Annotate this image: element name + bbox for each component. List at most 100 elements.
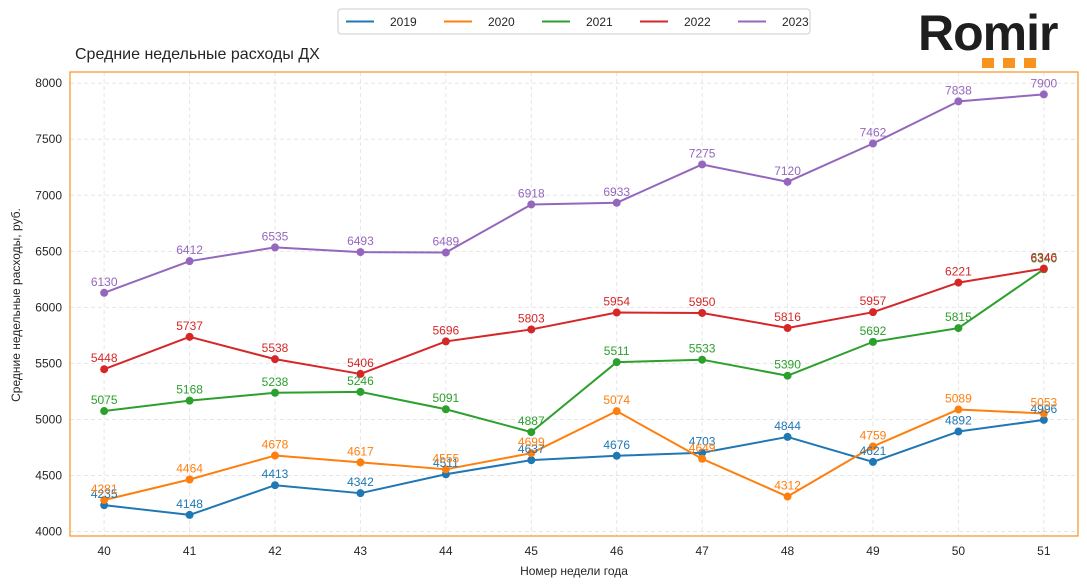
series-line-2020 <box>103 408 1044 501</box>
data-label-2023: 7838 <box>945 83 972 97</box>
data-label-2020: 4312 <box>774 479 801 493</box>
y-tick-label: 7500 <box>35 132 62 146</box>
data-label-2021: 5692 <box>860 324 887 338</box>
data-label-2021: 5246 <box>347 374 374 388</box>
data-point-2019 <box>954 427 963 436</box>
data-label-2023: 6918 <box>518 186 545 200</box>
y-tick-label: 6500 <box>35 244 62 258</box>
y-tick-label: 4500 <box>35 468 62 482</box>
data-point-2023 <box>1039 90 1048 99</box>
data-point-2020 <box>868 442 877 451</box>
data-label-2021: 5168 <box>176 383 203 397</box>
legend-label-2020: 2020 <box>488 15 515 29</box>
data-label-2021: 4887 <box>518 414 545 428</box>
data-label-2019: 4511 <box>433 456 459 470</box>
data-label-2020: 4759 <box>860 428 887 442</box>
data-label-2023: 7462 <box>860 126 887 140</box>
data-label-2021: 5511 <box>604 344 630 358</box>
data-point-2023 <box>527 200 536 209</box>
data-label-2022: 5448 <box>91 351 118 365</box>
data-point-2020 <box>698 454 707 463</box>
y-tick-label: 6000 <box>35 300 62 314</box>
data-point-2020 <box>954 405 963 414</box>
data-point-2020 <box>100 496 109 505</box>
series-line-2022 <box>103 267 1044 375</box>
data-point-2019 <box>783 432 792 441</box>
data-point-2021 <box>100 407 109 416</box>
data-point-2022 <box>100 365 109 374</box>
x-tick-label: 50 <box>952 544 966 558</box>
data-label-2023: 6535 <box>262 229 289 243</box>
data-label-2019: 4676 <box>603 438 630 452</box>
data-label-2021: 5238 <box>262 375 289 389</box>
data-label-2019: 4892 <box>945 414 972 428</box>
logo-dot <box>1024 58 1036 68</box>
x-tick-label: 46 <box>610 544 624 558</box>
chart-title: Средние недельные расходы ДХ <box>75 46 320 63</box>
legend-label-2023: 2023 <box>782 15 809 29</box>
x-axis-label: Номер недели года <box>520 564 628 578</box>
data-point-2021 <box>527 428 536 437</box>
logo-dot <box>1003 58 1015 68</box>
series-layer <box>100 90 1048 519</box>
logo-dots <box>982 58 1036 68</box>
logo-text: Romir <box>918 5 1058 61</box>
data-point-2023 <box>612 198 621 207</box>
data-label-2021: 5815 <box>945 310 972 324</box>
data-point-2022 <box>527 325 536 334</box>
data-point-2020 <box>271 451 280 460</box>
data-label-2022: 5803 <box>518 311 545 325</box>
data-point-2023 <box>954 97 963 106</box>
data-label-2022: 5696 <box>433 323 460 337</box>
legend-label-2021: 2021 <box>586 15 613 29</box>
data-point-2021 <box>185 396 194 405</box>
legend-box <box>337 8 811 35</box>
data-point-2023 <box>441 248 450 257</box>
data-label-2019: 4413 <box>262 467 289 481</box>
x-tick-label: 44 <box>439 544 453 558</box>
y-tick-label: 5500 <box>35 356 62 370</box>
data-point-2021 <box>868 337 877 346</box>
data-label-2019: 4342 <box>347 475 374 489</box>
data-point-2021 <box>356 387 365 396</box>
x-tick-label: 41 <box>183 544 197 558</box>
data-label-2023: 6130 <box>91 275 118 289</box>
data-point-2023 <box>356 248 365 257</box>
data-point-2020 <box>783 492 792 501</box>
data-point-2023 <box>100 288 109 297</box>
data-point-2019 <box>271 481 280 490</box>
data-label-2020: 4281 <box>91 482 118 496</box>
data-point-2022 <box>441 337 450 346</box>
y-tick-label: 7000 <box>35 188 62 202</box>
data-point-2019 <box>698 448 707 457</box>
data-point-2019 <box>527 456 536 465</box>
y-axis-label: Средние недельные расходы, руб. <box>9 208 23 402</box>
data-point-2019 <box>1039 415 1048 424</box>
data-label-2019: 4844 <box>774 419 801 433</box>
grid <box>70 72 1078 536</box>
plot-frame <box>69 71 1079 537</box>
data-point-2020 <box>185 475 194 484</box>
data-label-2021: 5075 <box>91 393 118 407</box>
data-label-2023: 6933 <box>603 185 630 199</box>
data-point-2020 <box>356 458 365 467</box>
data-label-2019: 4703 <box>689 435 716 449</box>
romir-logo: Romir <box>918 5 1068 70</box>
data-label-2020: 4617 <box>347 444 374 458</box>
x-tick-label: 40 <box>97 544 111 558</box>
data-label-2020: 5053 <box>1030 395 1057 409</box>
data-point-2023 <box>783 177 792 186</box>
data-label-2022: 6221 <box>945 265 972 279</box>
y-tick-label: 5000 <box>35 412 62 426</box>
data-label-2021: 5390 <box>774 358 801 372</box>
data-labels: 4235 4148 4413 4342 4511 4637 4676 4703 4844 4621… <box>91 76 1058 511</box>
legend-label-2022: 2022 <box>684 15 711 29</box>
data-point-2022 <box>271 355 280 364</box>
data-point-2022 <box>954 278 963 287</box>
data-point-2020 <box>612 407 621 416</box>
data-point-2021 <box>783 371 792 380</box>
data-label-2023: 7275 <box>689 146 716 160</box>
data-label-2020: 4699 <box>518 435 545 449</box>
x-tick-label: 43 <box>354 544 368 558</box>
